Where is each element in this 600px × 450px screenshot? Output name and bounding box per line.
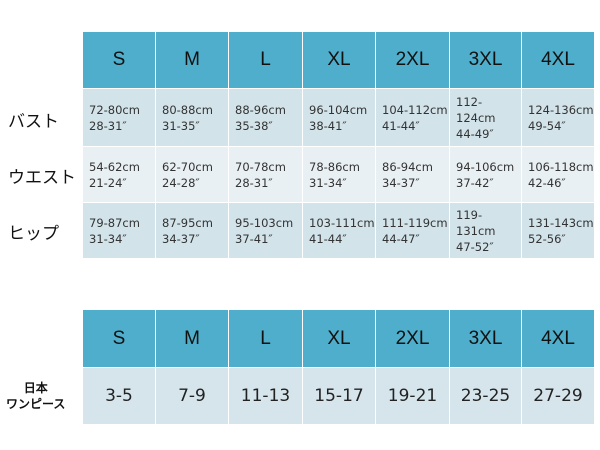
cell-cm: 96-104cm — [309, 102, 368, 117]
cell-inch: 31-34″ — [309, 175, 347, 190]
table-cell: 70-78cm 28-31″ — [229, 147, 302, 202]
size-header: L — [229, 32, 302, 88]
cell-inch: 28-31″ — [235, 175, 273, 190]
table-cell: 78-86cm 31-34″ — [303, 147, 375, 202]
japan-label-line1: 日本 — [23, 381, 48, 395]
cell-inch: 44-47″ — [382, 231, 420, 246]
table-cell: 88-96cm 35-38″ — [229, 89, 302, 146]
cell-cm: 119-131cm — [456, 207, 496, 238]
table-cell: 96-104cm 38-41″ — [303, 89, 375, 146]
cell-cm: 54-62cm — [89, 159, 140, 174]
cell-cm: 78-86cm — [309, 159, 360, 174]
size-header: XL — [303, 32, 375, 88]
cell-cm: 94-106cm — [456, 159, 515, 174]
table-cell: 54-62cm 21-24″ — [83, 147, 155, 202]
table-cell: 72-80cm 28-31″ — [83, 89, 155, 146]
cell-inch: 21-24″ — [89, 175, 127, 190]
table-cell: 104-112cm 41-44″ — [376, 89, 449, 146]
cell-cm: 88-96cm — [235, 102, 286, 117]
japan-size-cell: 3-5 — [83, 368, 155, 424]
table-cell: 86-94cm 34-37″ — [376, 147, 449, 202]
table-cell: 79-87cm 31-34″ — [83, 203, 155, 258]
row-label-hip: ヒップ — [8, 224, 59, 244]
size-header: M — [156, 32, 228, 88]
cell-cm: 124-136cm — [528, 102, 594, 117]
cell-inch: 34-37″ — [382, 175, 420, 190]
cell-cm: 80-88cm — [162, 102, 213, 117]
cell-cm: 104-112cm — [382, 102, 448, 117]
size-header: 2XL — [376, 310, 449, 367]
table-cell: 94-106cm 37-42″ — [450, 147, 521, 202]
cell-inch: 38-41″ — [309, 118, 347, 133]
cell-inch: 49-54″ — [528, 118, 566, 133]
cell-cm: 103-111cm — [309, 215, 375, 230]
table-cell: 95-103cm 37-41″ — [229, 203, 302, 258]
japan-label-line2: ワンピース — [6, 397, 66, 411]
japan-size-cell: 19-21 — [376, 368, 449, 424]
cell-cm: 87-95cm — [162, 215, 213, 230]
size-header: 3XL — [450, 310, 521, 367]
cell-inch: 24-28″ — [162, 175, 200, 190]
cell-cm: 131-143cm — [528, 215, 594, 230]
japan-size-cell: 23-25 — [450, 368, 521, 424]
cell-inch: 41-44″ — [382, 118, 420, 133]
size-header: 4XL — [522, 310, 594, 367]
table-cell: 106-118cm 42-46″ — [522, 147, 594, 202]
size-header: 3XL — [450, 32, 521, 88]
japan-size-cell: 11-13 — [229, 368, 302, 424]
cell-inch: 44-49″ — [456, 126, 494, 141]
cell-cm: 112-124cm — [456, 94, 496, 125]
table-cell: 124-136cm 49-54″ — [522, 89, 594, 146]
cell-inch: 41-44″ — [309, 231, 347, 246]
table-cell: 131-143cm 52-56″ — [522, 203, 594, 258]
japan-size-cell: 15-17 — [303, 368, 375, 424]
table-cell: 119-131cm 47-52″ — [450, 203, 521, 258]
cell-inch: 31-35″ — [162, 118, 200, 133]
cell-inch: 37-41″ — [235, 231, 273, 246]
cell-inch: 47-52″ — [456, 239, 494, 254]
cell-inch: 52-56″ — [528, 231, 566, 246]
table-cell: 103-111cm 41-44″ — [303, 203, 375, 258]
japan-size-table: S M L XL 2XL 3XL 4XL 3-5 7-9 11-13 15-17 19-21 23-25… — [83, 310, 594, 424]
size-header: M — [156, 310, 228, 367]
table-cell: 62-70cm 24-28″ — [156, 147, 228, 202]
cell-inch: 34-37″ — [162, 231, 200, 246]
row-label-waist: ウエスト — [8, 168, 76, 188]
cell-inch: 37-42″ — [456, 175, 494, 190]
cell-cm: 72-80cm — [89, 102, 140, 117]
size-header: S — [83, 32, 155, 88]
cell-cm: 62-70cm — [162, 159, 213, 174]
table-cell: 80-88cm 31-35″ — [156, 89, 228, 146]
cell-cm: 106-118cm — [528, 159, 594, 174]
cell-inch: 31-34″ — [89, 231, 127, 246]
size-header: 2XL — [376, 32, 449, 88]
cell-inch: 35-38″ — [235, 118, 273, 133]
measurement-table: S M L XL 2XL 3XL 4XL 72-80cm 28-31″ 80-88cm 31-35″… — [83, 32, 594, 258]
cell-inch: 28-31″ — [89, 118, 127, 133]
size-header: L — [229, 310, 302, 367]
cell-cm: 95-103cm — [235, 215, 294, 230]
table-cell: 112-124cm 44-49″ — [450, 89, 521, 146]
cell-inch: 42-46″ — [528, 175, 566, 190]
cell-cm: 70-78cm — [235, 159, 286, 174]
cell-cm: 86-94cm — [382, 159, 433, 174]
row-label-bust: バスト — [8, 112, 59, 132]
size-header: S — [83, 310, 155, 367]
japan-size-cell: 27-29 — [522, 368, 594, 424]
japan-size-cell: 7-9 — [156, 368, 228, 424]
table-cell: 87-95cm 34-37″ — [156, 203, 228, 258]
cell-cm: 79-87cm — [89, 215, 140, 230]
row-label-japan: 日本 ワンピース — [6, 380, 65, 412]
size-header: XL — [303, 310, 375, 367]
cell-cm: 111-119cm — [382, 215, 448, 230]
table-cell: 111-119cm 44-47″ — [376, 203, 449, 258]
size-header: 4XL — [522, 32, 594, 88]
